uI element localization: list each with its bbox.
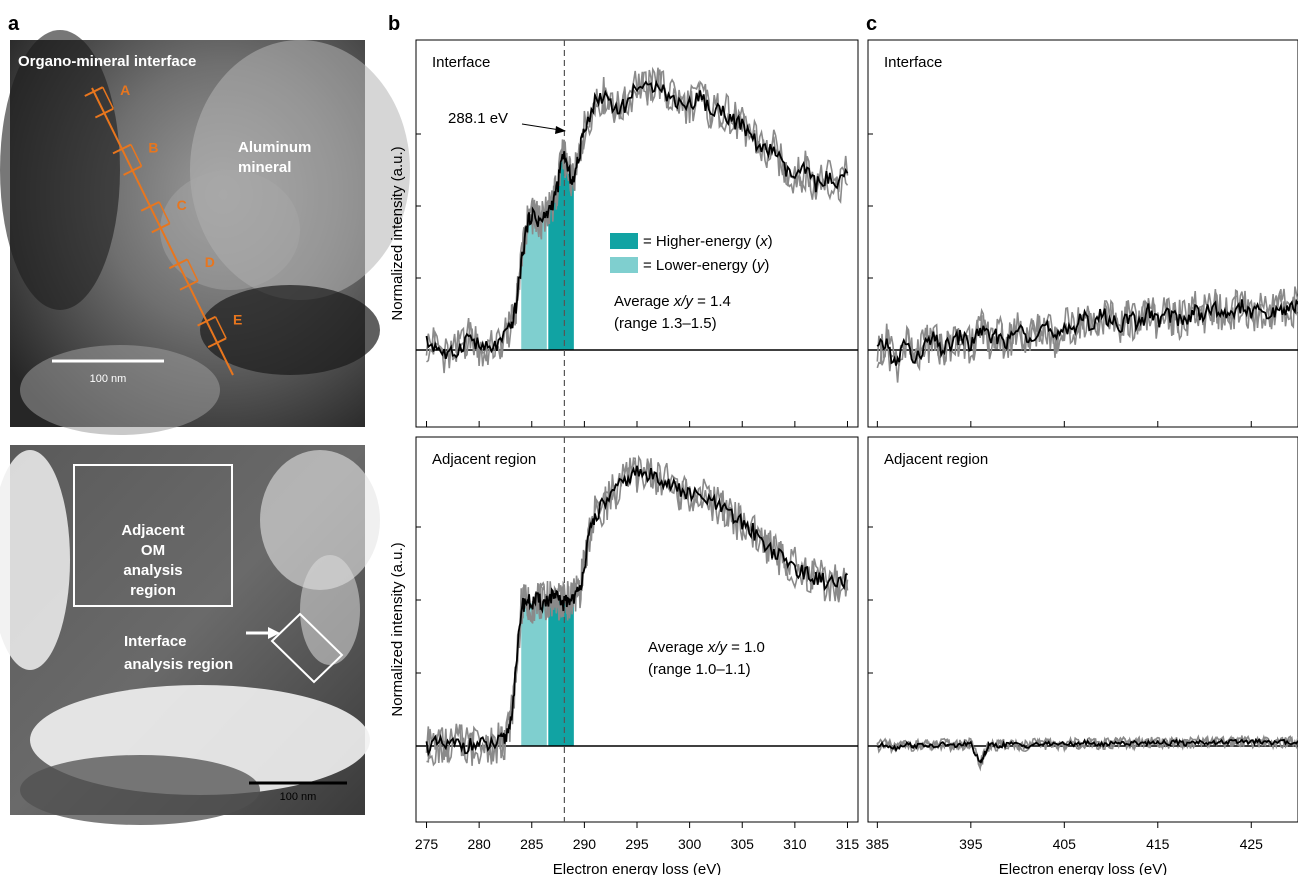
transect-tick bbox=[151, 222, 171, 234]
x-tick-label: 405 bbox=[1053, 836, 1077, 852]
series-mean-line bbox=[425, 465, 848, 757]
transect-tick bbox=[112, 143, 132, 155]
series-replicate-line bbox=[876, 286, 1298, 372]
transect-point-label: C bbox=[177, 197, 187, 213]
x-tick-label: 290 bbox=[573, 836, 597, 852]
interface-average-ratio: Average x/y = 1.4 bbox=[614, 293, 731, 310]
plot-frame bbox=[415, 436, 859, 823]
legend-higher-label: = Higher-energy (x) bbox=[643, 233, 773, 250]
transect-point-label: A bbox=[120, 82, 130, 98]
om-region-label-2: OM bbox=[141, 542, 165, 559]
y-axis-title: Normalized intensity (a.u.) bbox=[389, 542, 406, 716]
x-tick-label: 275 bbox=[415, 836, 439, 852]
panel-title: Adjacent region bbox=[884, 451, 988, 468]
interface-micrograph: Organo-mineral interface Aluminum minera… bbox=[0, 30, 410, 435]
legend-swatch-higher bbox=[610, 233, 638, 249]
interface-arrow-head bbox=[268, 627, 280, 639]
x-tick-label: 395 bbox=[959, 836, 983, 852]
transect-tick bbox=[179, 280, 199, 291]
legend: = Higher-energy (x) = Lower-energy (y) bbox=[610, 233, 773, 274]
legend-lower-label: = Lower-energy (y) bbox=[643, 257, 769, 274]
x-tick-label: 385 bbox=[866, 836, 890, 852]
series-replicate-line bbox=[876, 734, 1298, 772]
x-tick-label: 425 bbox=[1240, 836, 1264, 852]
peak-energy-label: 288.1 eV bbox=[448, 110, 508, 127]
transect-tick bbox=[168, 258, 188, 270]
x-axis-title: Electron energy loss (eV) bbox=[553, 861, 721, 875]
mineral-label-line1: Aluminum bbox=[238, 139, 311, 156]
panel-title: Adjacent region bbox=[432, 451, 536, 468]
transect-tick bbox=[84, 86, 104, 97]
series-mean-line bbox=[876, 737, 1298, 764]
x-tick-label: 295 bbox=[625, 836, 649, 852]
x-tick-label: 305 bbox=[731, 836, 755, 852]
shaded-region bbox=[547, 596, 574, 746]
shaded-region bbox=[521, 600, 548, 746]
panel-letter-b: b bbox=[388, 13, 400, 35]
scale-bar-bottom-label: 100 nm bbox=[280, 791, 317, 803]
panel-letter-a: a bbox=[8, 13, 20, 35]
chart-adjacent-carbon: 275 280 285 290 295 300 305 310 315 Electron ener… bbox=[389, 436, 860, 875]
series-replicate-line bbox=[426, 454, 849, 765]
om-region-label-4: region bbox=[130, 582, 176, 599]
om-region-label-1: Adjacent bbox=[121, 522, 184, 539]
transect-bracket bbox=[214, 316, 227, 339]
legend-swatch-lower bbox=[610, 257, 638, 273]
chart-adjacent-nitrogen: 385 395 405 415 425 Electron energy loss (eV)… bbox=[866, 436, 1298, 875]
transect-point-label: D bbox=[205, 254, 215, 270]
transect-bracket bbox=[130, 144, 143, 167]
series-mean-line bbox=[876, 298, 1298, 366]
transect-bracket bbox=[102, 86, 114, 110]
transect-bracket bbox=[158, 201, 171, 224]
plot-frame bbox=[867, 436, 1298, 823]
chart-interface-nitrogen: Interface bbox=[867, 39, 1298, 428]
transect-tick bbox=[123, 165, 142, 176]
interface-region-box bbox=[270, 612, 344, 684]
panel-letter-c: c bbox=[866, 13, 877, 35]
transect-bracket bbox=[186, 259, 199, 282]
transect-tick bbox=[207, 337, 227, 349]
x-tick-label: 280 bbox=[467, 836, 491, 852]
series-replicate-line bbox=[425, 67, 849, 374]
om-region-box bbox=[73, 464, 233, 607]
mineral-label-line2: mineral bbox=[238, 159, 291, 176]
x-tick-label: 415 bbox=[1146, 836, 1170, 852]
scale-bar-top-label: 100 nm bbox=[90, 373, 127, 385]
interface-ratio-range: (range 1.3–1.5) bbox=[614, 315, 717, 332]
peak-arrow-head bbox=[555, 126, 566, 134]
x-tick-label: 315 bbox=[836, 836, 860, 852]
line-transect bbox=[91, 87, 234, 376]
interface-image-title: Organo-mineral interface bbox=[18, 53, 196, 70]
x-axis-title: Electron energy loss (eV) bbox=[999, 861, 1167, 875]
transect-tick bbox=[94, 107, 114, 119]
transect-tick bbox=[140, 201, 160, 212]
chart-interface-carbon: Normalized intensity (a.u.) Interface bbox=[389, 39, 859, 428]
y-axis-title: Normalized intensity (a.u.) bbox=[389, 146, 406, 320]
adjacent-average-ratio: Average x/y = 1.0 bbox=[648, 639, 765, 656]
series-replicate-line bbox=[425, 457, 849, 767]
x-tick-label: 310 bbox=[783, 836, 807, 852]
transect-point-label: B bbox=[148, 139, 158, 155]
panel-title: Interface bbox=[432, 54, 490, 71]
panel-title: Interface bbox=[884, 54, 942, 71]
interface-region-label-1: Interface bbox=[124, 633, 187, 650]
shaded-region bbox=[521, 213, 548, 350]
transect-point-label: E bbox=[233, 312, 242, 328]
plot-frame bbox=[867, 39, 1298, 428]
series-mean-line bbox=[425, 79, 849, 360]
x-tick-label: 285 bbox=[520, 836, 544, 852]
x-tick-label: 300 bbox=[678, 836, 702, 852]
peak-arrow bbox=[521, 123, 561, 131]
interface-region-label-2: analysis region bbox=[124, 656, 233, 673]
om-region-label-3: analysis bbox=[123, 562, 182, 579]
adjacent-ratio-range: (range 1.0–1.1) bbox=[648, 661, 751, 678]
transect-tick bbox=[197, 315, 216, 327]
region-micrograph: Adjacent OM analysis region Interface an… bbox=[0, 445, 380, 825]
